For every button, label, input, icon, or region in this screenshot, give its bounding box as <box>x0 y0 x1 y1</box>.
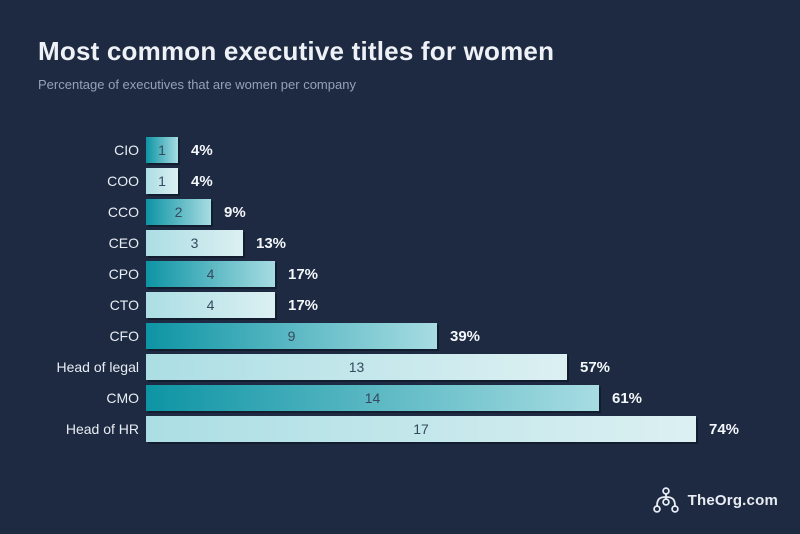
chart-row: CCO 2 9% <box>30 199 790 225</box>
chart-row: COO 1 4% <box>30 168 790 194</box>
chart-row: Head of HR 17 74% <box>30 416 790 442</box>
brand-name: TheOrg.com <box>687 491 778 509</box>
bar: 17 <box>146 416 696 442</box>
percent-label: 9% <box>224 203 246 221</box>
bar: 4 <box>146 261 275 287</box>
category-label: CMO <box>106 390 139 406</box>
bar-value: 14 <box>364 390 381 406</box>
percent-label: 17% <box>288 296 319 314</box>
category-label: CPO <box>108 266 139 282</box>
chart-row: CFO 9 39% <box>30 323 790 349</box>
percent-label: 17% <box>288 265 319 283</box>
chart-row: CTO 4 17% <box>30 292 790 318</box>
bar: 4 <box>146 292 275 318</box>
bar: 3 <box>146 230 243 256</box>
chart-row: CMO 14 61% <box>30 385 790 411</box>
bar-value: 13 <box>348 359 365 375</box>
bar: 1 <box>146 168 178 194</box>
bar-value: 4 <box>206 297 215 313</box>
bar-value: 17 <box>413 421 429 437</box>
bar-value: 3 <box>190 235 199 251</box>
percent-label: 39% <box>450 327 481 345</box>
percent-label: 13% <box>256 234 287 252</box>
bar-value: 9 <box>287 328 296 344</box>
category-label: Head of legal <box>56 359 139 375</box>
org-chart-icon <box>652 487 679 513</box>
bar-chart: CIO 1 4% COO 1 4% CCO 2 9% CEO 3 13% CPO 4 17% CTO 4 17% C… <box>30 137 790 447</box>
chart-subtitle: Percentage of executives that are women … <box>38 77 356 92</box>
chart-title: Most common executive titles for women <box>38 36 555 66</box>
category-label: CEO <box>108 235 139 251</box>
bar: 13 <box>146 354 567 380</box>
bar-value: 1 <box>158 173 166 189</box>
category-label: CCO <box>107 204 139 220</box>
category-label: Head of HR <box>65 421 139 437</box>
percent-label: 4% <box>191 172 213 190</box>
percent-label: 74% <box>709 420 740 438</box>
percent-label: 61% <box>612 389 643 407</box>
chart-row: CEO 3 13% <box>30 230 790 256</box>
category-label: CFO <box>109 328 139 344</box>
brand-footer: TheOrg.com <box>652 485 778 515</box>
bar: 9 <box>146 323 437 349</box>
percent-label: 57% <box>580 358 611 376</box>
bar: 2 <box>146 199 211 225</box>
chart-row: Head of legal 13 57% <box>30 354 790 380</box>
bar-value: 2 <box>174 204 183 220</box>
bar: 1 <box>146 137 178 163</box>
chart-header: Most common executive titles for women P… <box>38 36 554 92</box>
category-label: CIO <box>114 142 139 158</box>
chart-row: CPO 4 17% <box>30 261 790 287</box>
category-label: COO <box>107 173 139 189</box>
bar-value: 1 <box>158 142 166 158</box>
category-label: CTO <box>109 297 139 313</box>
bar: 14 <box>146 385 599 411</box>
chart-row: CIO 1 4% <box>30 137 790 163</box>
percent-label: 4% <box>191 141 213 159</box>
bar-value: 4 <box>206 266 215 282</box>
